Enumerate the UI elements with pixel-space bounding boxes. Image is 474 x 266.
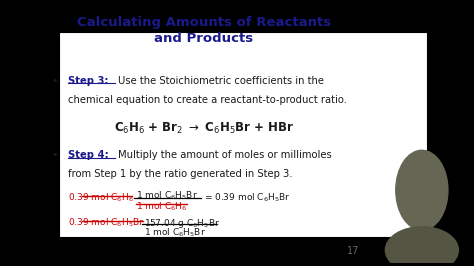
Text: C$_6$H$_6$ + Br$_2$ $\rightarrow$ C$_6$H$_5$Br + HBr: C$_6$H$_6$ + Br$_2$ $\rightarrow$ C$_6$H…: [114, 121, 294, 136]
Text: 0.39 mol C$_6$H$_6$: 0.39 mol C$_6$H$_6$: [68, 192, 134, 204]
Text: from Step 1 by the ratio generated in Step 3.: from Step 1 by the ratio generated in St…: [68, 169, 292, 180]
Ellipse shape: [396, 150, 448, 230]
Text: 1 mol C$_6$H$_5$Br: 1 mol C$_6$H$_5$Br: [136, 189, 198, 202]
Text: 17: 17: [346, 246, 359, 256]
Text: 157.04 g C$_6$H$_5$Br: 157.04 g C$_6$H$_5$Br: [144, 217, 220, 230]
Text: 1 mol C$_6$H$_5$Br: 1 mol C$_6$H$_5$Br: [144, 227, 206, 239]
Text: = 0.39 mol C$_6$H$_5$Br: = 0.39 mol C$_6$H$_5$Br: [204, 192, 291, 204]
Text: chemical equation to create a reactant-to-product ratio.: chemical equation to create a reactant-t…: [68, 95, 347, 105]
Text: 1 mol C$_6$H$_6$: 1 mol C$_6$H$_6$: [136, 200, 187, 213]
Text: Calculating Amounts of Reactants
and Products: Calculating Amounts of Reactants and Pro…: [77, 16, 331, 45]
Text: •: •: [51, 150, 58, 160]
Ellipse shape: [385, 227, 458, 266]
Text: 0.39 mol C$_6$H$_5$Br: 0.39 mol C$_6$H$_5$Br: [68, 217, 144, 230]
Text: •: •: [51, 76, 58, 86]
Text: Multiply the amount of moles or millimoles: Multiply the amount of moles or millimol…: [118, 150, 332, 160]
Text: Use the Stoichiometric coefficients in the: Use the Stoichiometric coefficients in t…: [118, 76, 324, 86]
Text: Step 3:: Step 3:: [68, 76, 108, 86]
Text: Step 4:: Step 4:: [68, 150, 109, 160]
